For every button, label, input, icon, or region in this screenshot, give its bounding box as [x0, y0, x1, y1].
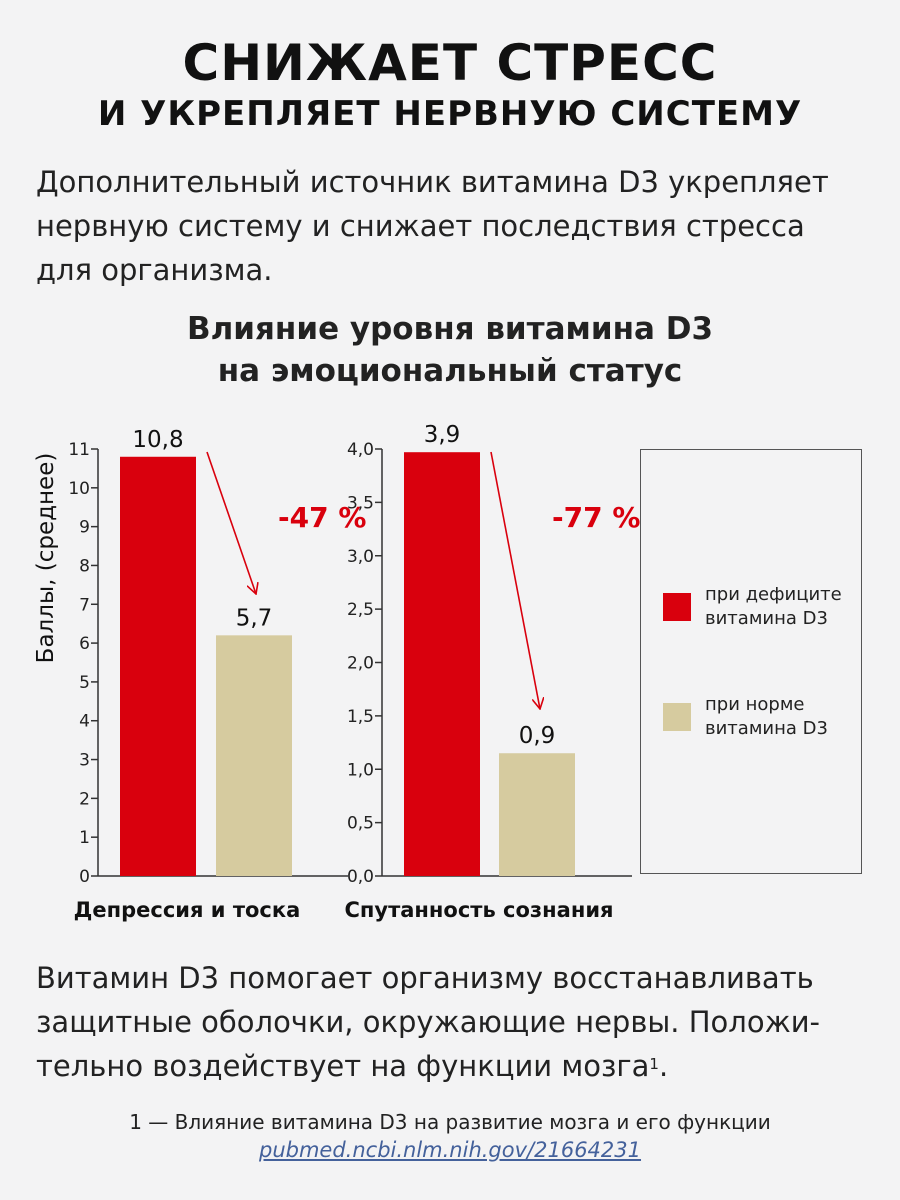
y-tick-label-1: 11 — [68, 440, 90, 460]
legend-item-deficit: при дефиците витамина D3 — [663, 583, 845, 631]
data-label-2-2: 0,9 — [519, 723, 556, 749]
bar-2-1 — [404, 452, 480, 876]
y-tick-label-2: 2,0 — [347, 654, 374, 674]
outro-line2: защитные оболочки, окружающие нервы. Пол… — [36, 1005, 821, 1039]
bar-2-2 — [499, 753, 575, 876]
bar-1-2 — [216, 635, 292, 876]
chart-legend: при дефиците витамина D3 при норме витам… — [640, 449, 862, 874]
y-tick-label-2: 4,0 — [347, 440, 374, 460]
y-tick-label-1: 1 — [79, 828, 90, 848]
change-label-2: -77 % — [552, 501, 640, 534]
legend-deficit-line2: витамина D3 — [705, 608, 828, 629]
page-subtitle: И УКРЕПЛЯЕТ НЕРВНУЮ СИСТЕМУ — [97, 94, 803, 134]
footnote-mark: 1 — [649, 1055, 659, 1073]
y-tick-label-1: 5 — [79, 673, 90, 693]
y-tick-label-1: 6 — [79, 634, 90, 654]
legend-item-normal: при норме витамина D3 — [663, 693, 845, 741]
y-tick-label-1: 4 — [79, 712, 90, 732]
y-tick-label-1: 3 — [79, 751, 90, 771]
y-tick-label-1: 7 — [79, 595, 90, 615]
y-tick-label-2: 3,5 — [347, 493, 374, 513]
x-axis-label-1: Депрессия и тоска — [74, 898, 301, 922]
reference-link[interactable]: pubmed.ncbi.nlm.nih.gov/21664231 — [258, 1138, 642, 1162]
y-tick-label-2: 3,0 — [347, 547, 374, 567]
y-tick-label-1: 0 — [79, 867, 90, 887]
reference-text: 1 — Влияние витамина D3 на развитие мозг… — [129, 1110, 771, 1134]
y-tick-label-2: 2,5 — [347, 600, 374, 620]
legend-swatch-normal — [663, 703, 691, 731]
chart-title: Влияние уровня витамина D3 на эмоциональ… — [0, 308, 900, 392]
decrease-arrow-1 — [206, 451, 256, 594]
outro-end: . — [658, 1049, 669, 1083]
y-tick-label-1: 2 — [79, 789, 90, 809]
data-label-2-1: 3,9 — [424, 422, 461, 448]
page-title: СНИЖАЕТ СТРЕСС — [182, 34, 718, 92]
y-tick-label-1: 9 — [79, 518, 90, 538]
outro-paragraph: Витамин D3 помогает организму восстанавл… — [36, 956, 866, 1088]
y-tick-label-2: 1,5 — [347, 707, 374, 727]
y-tick-label-1: 8 — [79, 556, 90, 576]
legend-swatch-deficit — [663, 593, 691, 621]
legend-deficit-line1: при дефиците — [705, 584, 842, 605]
chart-title-line2: на эмоциональный статус — [217, 353, 683, 389]
chart-title-line1: Влияние уровня витамина D3 — [186, 311, 714, 347]
y-tick-label-2: 1,0 — [347, 760, 374, 780]
data-label-1-2: 5,7 — [236, 605, 273, 631]
y-tick-label-2: 0,5 — [347, 814, 374, 834]
y-tick-label-2: 0,0 — [347, 867, 374, 887]
decrease-arrow-2 — [490, 451, 540, 709]
x-axis-label-2: Спутанность сознания — [344, 898, 613, 922]
outro-line3: тельно воздействует на функции мозга — [36, 1049, 650, 1083]
legend-normal-line1: при норме — [705, 694, 805, 715]
bar-1-1 — [120, 456, 196, 876]
y-axis-label-1: Баллы, (среднее) — [33, 453, 59, 664]
change-label-1: -47 % — [278, 501, 366, 534]
y-tick-label-1: 10 — [68, 479, 90, 499]
bar-charts: 0 1 2 3 4 5 6 7 8 9 10 11 10,8 5,7 -47 % Депрессия и то… — [33, 422, 640, 922]
intro-paragraph: Дополнительный источник витамина D3 укре… — [36, 165, 829, 287]
data-label-1-1: 10,8 — [132, 427, 183, 453]
outro-line1: Витамин D3 помогает организму восстанавл… — [36, 961, 814, 995]
legend-normal-line2: витамина D3 — [705, 718, 828, 739]
